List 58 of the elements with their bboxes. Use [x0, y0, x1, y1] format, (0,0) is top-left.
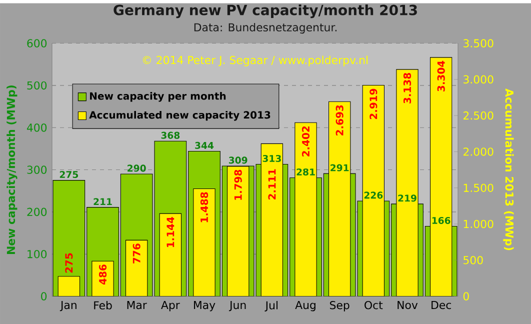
data-label: 486: [98, 264, 107, 284]
data-label: 3.138: [403, 72, 412, 104]
data-label: 275: [60, 170, 78, 178]
y2-tick-label: 0: [463, 292, 469, 300]
x-tick-label: Apr: [161, 300, 180, 312]
data-label: 281: [296, 168, 315, 176]
legend-label: New capacity per month: [90, 92, 226, 102]
y-tick-label: 600: [27, 39, 47, 48]
data-label: 291: [330, 164, 349, 172]
data-label: 344: [195, 142, 214, 149]
data-label: 2.402: [302, 126, 310, 156]
x-tick-label: Jan: [60, 300, 76, 312]
y2-tick-label: 3.000: [464, 75, 494, 84]
annotation: © 2014 Peter J. Segaar / www.polderpv.nl: [142, 56, 368, 66]
data-label: 290: [128, 164, 146, 172]
x-tick-label: Oct: [364, 300, 383, 310]
y-tick-label: 100: [28, 250, 47, 258]
legend-label: Accumulated new capacity 2013: [89, 110, 270, 121]
data-label: 1.144: [166, 216, 174, 247]
y-tick-label: 400: [26, 123, 47, 132]
chart-subtitle: Data: Bundesnetzagentur.: [194, 22, 337, 34]
x-tick-label: Nov: [398, 300, 418, 309]
x-tick-label: Mar: [127, 300, 147, 309]
data-label: 313: [262, 154, 281, 162]
y2-tick-label: 2.000: [464, 147, 494, 156]
data-label: 2.693: [336, 105, 344, 136]
data-label: 219: [398, 194, 416, 202]
y2-tick-label: 3.500: [464, 39, 494, 48]
y-tick-label: 200: [27, 208, 47, 216]
x-tick-label: Jul: [264, 300, 278, 312]
x-tick-label: Aug: [295, 300, 316, 312]
y-tick-label: 300: [27, 166, 47, 174]
data-label: 226: [364, 192, 383, 199]
y-tick-label: 500: [27, 81, 47, 90]
data-label: 309: [228, 156, 248, 164]
chart-title: Germany new PV capacity/month 2013: [114, 4, 417, 18]
data-label: 275: [65, 253, 73, 273]
y2-tick-label: 1.500: [464, 184, 494, 192]
data-label: 1.798: [234, 170, 242, 200]
x-tick-label: Feb: [94, 300, 112, 310]
y2-tick-label: 2.500: [464, 111, 494, 120]
x-tick-label: Dec: [432, 300, 451, 309]
y-axis-title: New capacity/month (MWp): [6, 85, 18, 254]
data-label: 211: [94, 198, 112, 205]
y-tick-label: 0: [41, 292, 47, 300]
y2-tick-label: 1.000: [464, 220, 494, 228]
data-label: 2.919: [370, 88, 378, 119]
x-tick-label: Sep: [330, 300, 350, 312]
data-label: 1.488: [200, 192, 208, 222]
data-label: 368: [161, 132, 180, 139]
data-label: 166: [432, 216, 450, 224]
x-tick-label: May: [194, 300, 216, 312]
y2-tick-label: 500: [464, 256, 483, 264]
data-label: 2.111: [268, 169, 276, 200]
data-label: 3.304: [437, 60, 445, 92]
y2-axis-title: Accumulation 2013 (MWp): [503, 88, 514, 250]
data-label: 776: [132, 244, 140, 264]
x-tick-label: Jun: [228, 300, 246, 312]
